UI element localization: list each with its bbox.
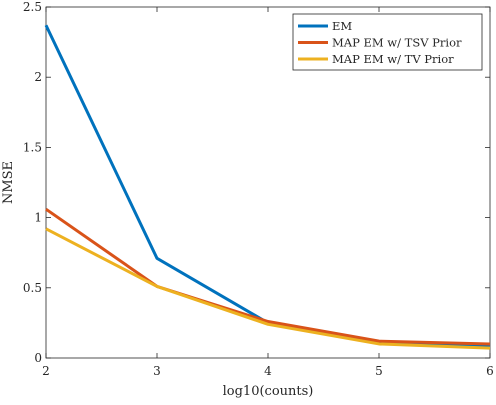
x-axis-label: log10(counts): [223, 384, 314, 399]
y-tick-label: 0.5: [23, 281, 42, 295]
y-tick-label: 0: [34, 351, 42, 365]
axes: 2 3 4 5 6 0 0.5 1 1.5 2 2.5: [23, 0, 494, 378]
legend-label-2: MAP EM w/ TSV Prior: [332, 36, 462, 50]
y-tick-label: 2.5: [23, 0, 42, 14]
series-line-3: [45, 227, 491, 350]
series-line-2: [45, 207, 491, 346]
x-tick-label: 2: [42, 364, 50, 378]
y-tick-label: 1: [34, 211, 42, 225]
x-tick-label: 6: [486, 364, 494, 378]
x-tick-label: 5: [375, 364, 383, 378]
series-line-1: [44, 24, 491, 347]
y-axis-label: NMSE: [1, 161, 16, 204]
x-tick-label: 3: [153, 364, 161, 378]
x-tick-label: 4: [264, 364, 272, 378]
y-tick-label: 1.5: [23, 140, 42, 154]
y-tick-label: 2: [34, 70, 42, 84]
legend: EM MAP EM w/ TSV Prior MAP EM w/ TV Prior: [292, 13, 483, 71]
legend-label-1: EM: [332, 19, 352, 33]
series-lines: [44, 24, 491, 350]
legend-label-3: MAP EM w/ TV Prior: [332, 52, 454, 66]
